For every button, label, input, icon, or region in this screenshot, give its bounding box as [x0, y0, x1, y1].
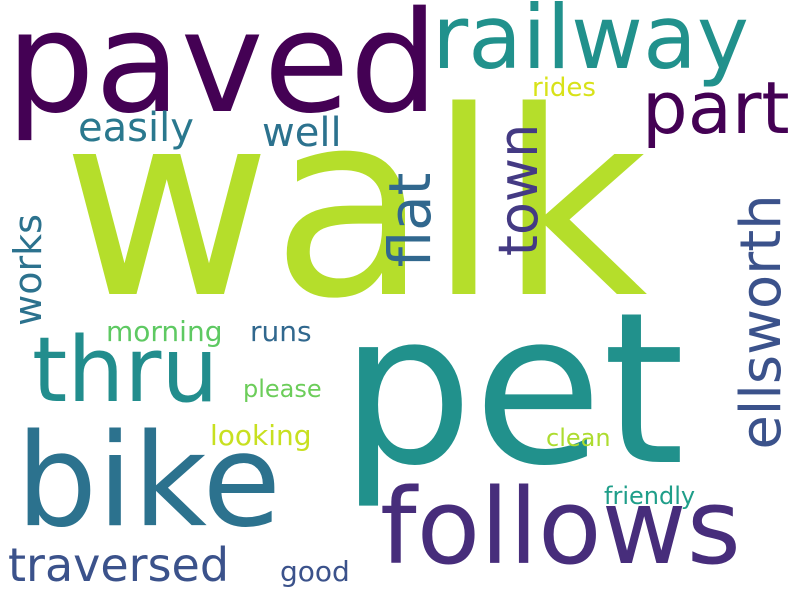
word-clean: clean [546, 424, 611, 452]
word-thru: thru [32, 318, 219, 423]
word-pet: pet [340, 267, 685, 512]
word-please: please [243, 375, 322, 403]
word-good: good [280, 555, 350, 588]
word-walk: walk [62, 57, 648, 355]
word-well: well [262, 110, 342, 156]
word-rides: rides [532, 73, 596, 103]
word-friendly: friendly [604, 482, 696, 510]
word-follows: follows [380, 466, 741, 588]
word-town: town [487, 123, 550, 257]
word-flat: flat [376, 172, 444, 268]
word-runs: runs [250, 315, 312, 348]
word-railway: railway [432, 0, 749, 89]
word-morning: morning [106, 315, 223, 348]
word-easily: easily [78, 105, 194, 151]
word-part: part [642, 66, 790, 150]
word-ellsworth: ellsworth [729, 194, 794, 450]
word-bike: bike [16, 407, 282, 556]
word-looking: looking [210, 419, 312, 452]
word-paved: paved [6, 0, 439, 145]
word-works: works [6, 214, 50, 326]
word-traversed: traversed [8, 538, 230, 592]
